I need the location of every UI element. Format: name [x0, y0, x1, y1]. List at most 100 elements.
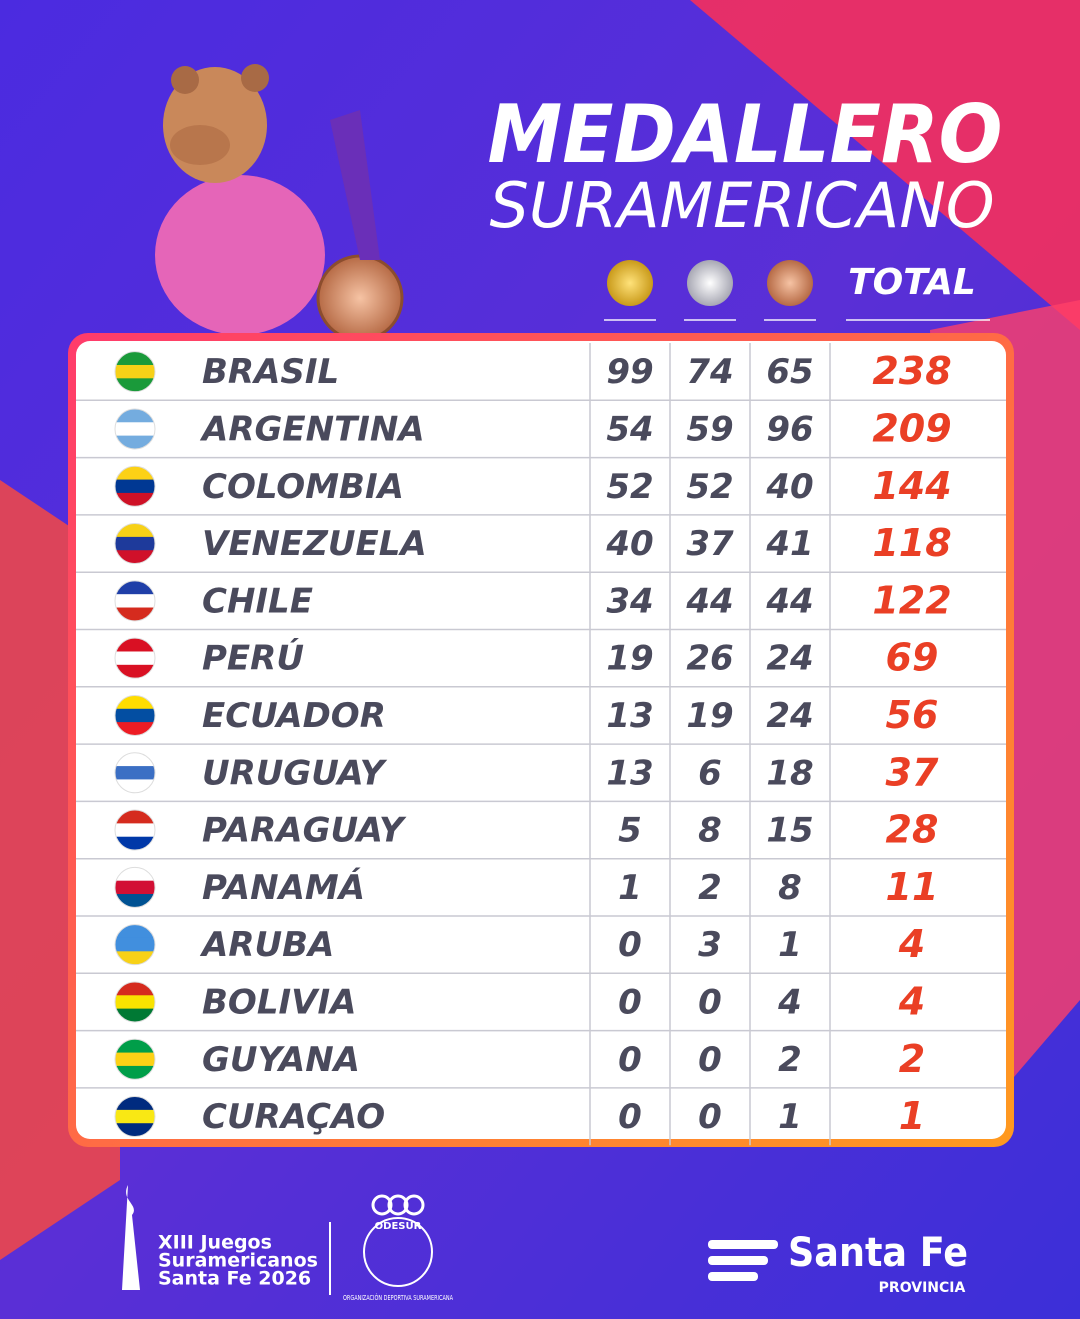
silver-count: 26: [686, 639, 733, 679]
flag-stripe: [115, 695, 155, 710]
flag: [115, 924, 155, 965]
silver-count: 19: [686, 696, 733, 736]
gold-medal-icon: [607, 260, 653, 306]
bronze-count: 24: [766, 639, 813, 679]
flag-stripe: [115, 378, 155, 392]
bronze-count: 2: [778, 1040, 802, 1080]
flag-outline: [114, 408, 156, 450]
silver-count: 37: [686, 524, 734, 564]
flag-stripe: [115, 479, 155, 494]
flag-stripe: [115, 364, 155, 379]
bronze-count: 15: [766, 811, 813, 851]
flag-stripe: [115, 995, 155, 1010]
flag-stripe: [115, 550, 155, 564]
flag: [115, 580, 155, 621]
santa-fe-logo: [708, 1240, 778, 1281]
total-count: 11: [886, 865, 939, 909]
silver-count: 2: [698, 868, 722, 908]
flag-outline: [114, 866, 156, 908]
country-name: ARGENTINA: [199, 409, 425, 449]
country-name: PANAMÁ: [202, 867, 365, 908]
bronze-count: 40: [765, 467, 813, 507]
province-name: Santa Fe: [788, 1230, 968, 1276]
flag-outline: [114, 637, 156, 679]
total-count: 69: [886, 636, 939, 680]
gold-count: 13: [606, 753, 653, 793]
flag-stripe: [115, 880, 155, 895]
total-header: TOTAL: [848, 262, 976, 303]
flag: [115, 466, 155, 507]
total-count: 122: [872, 578, 951, 622]
flag-stripe: [115, 1008, 155, 1022]
torch-icon: [122, 1185, 140, 1290]
gold-count: 54: [606, 409, 653, 449]
total-count: 209: [872, 406, 951, 450]
flag-stripe: [115, 638, 155, 652]
total-count: 4: [898, 922, 925, 966]
country-name: GUYANA: [202, 1040, 360, 1080]
silver-count: 6: [698, 753, 722, 793]
flag-outline: [114, 1038, 156, 1080]
flag-stripe: [115, 651, 155, 666]
flag: [115, 810, 155, 851]
flag-stripe: [115, 1096, 155, 1111]
flag-stripe: [115, 523, 155, 538]
silver-count: 74: [686, 352, 733, 392]
total-count: 37: [886, 750, 939, 794]
gold-count: 5: [618, 811, 642, 851]
flag-stripe: [115, 722, 155, 736]
gold-count: 40: [605, 524, 653, 564]
subtitle: SURAMERICANO: [490, 169, 995, 242]
gold-count: 99: [606, 352, 653, 392]
flag-stripe: [115, 867, 155, 882]
flag-outline: [114, 809, 156, 851]
bronze-count: 4: [777, 982, 802, 1022]
bronze-medal-icon: [767, 260, 813, 306]
total-count: 238: [872, 349, 951, 393]
flag-outline: [114, 580, 156, 622]
flag: [115, 408, 155, 449]
gold-count: 0: [618, 925, 642, 965]
flag-stripe: [115, 924, 155, 939]
flag-stripe: [115, 779, 155, 793]
flag-stripe: [115, 664, 155, 679]
gold-count: 13: [606, 696, 653, 736]
flag-stripe: [115, 810, 155, 824]
silver-count: 0: [698, 982, 722, 1022]
flag-outline: [114, 981, 156, 1023]
flag: [115, 523, 155, 564]
gold-count: 1: [618, 868, 642, 908]
flag: [115, 351, 155, 392]
total-count: 144: [872, 464, 951, 508]
flag-stripe: [115, 1065, 155, 1080]
flag-stripe: [115, 435, 155, 449]
country-name: BOLIVIA: [202, 982, 356, 1022]
silver-count: 3: [698, 925, 722, 965]
flag-stripe: [115, 1123, 155, 1137]
flag-stripe: [115, 766, 155, 780]
flag-stripe: [115, 752, 155, 767]
footer: XIII Juegos Suramericanos Santa Fe 2026 …: [122, 1185, 968, 1302]
flag: [115, 867, 155, 908]
flag: [115, 1096, 155, 1137]
gold-count: 0: [618, 1097, 642, 1137]
flag: [115, 638, 155, 679]
total-count: 2: [899, 1037, 925, 1081]
odesur: ODESUR: [375, 1221, 422, 1232]
flag-outline: [114, 351, 156, 393]
flag-stripe: [115, 1039, 155, 1054]
bronze-count: 18: [766, 753, 813, 793]
silver-count: 44: [685, 581, 733, 621]
country-name: PARAGUAY: [202, 811, 407, 851]
country-name: VENEZUELA: [202, 524, 427, 564]
flag-stripe: [115, 466, 155, 481]
silver-medal-icon: [687, 260, 733, 306]
olympic-rings: [371, 1194, 425, 1216]
flag-stripe: [115, 492, 155, 507]
games-line: XIII Juegos: [158, 1232, 272, 1254]
country-name: CHILE: [202, 581, 313, 621]
silver-count: 8: [698, 811, 722, 851]
gold-count: 52: [606, 467, 653, 507]
flag-stripe: [115, 351, 155, 366]
